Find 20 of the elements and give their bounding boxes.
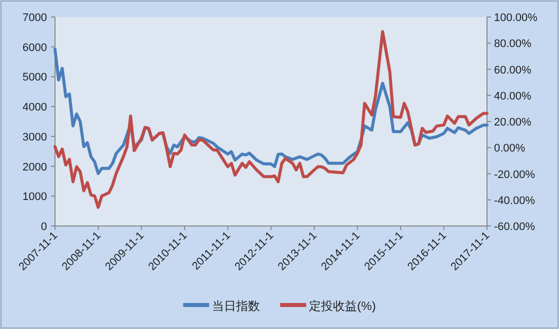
legend-label: 当日指数 <box>212 299 260 313</box>
y2-tick-label: -60.00% <box>494 221 536 233</box>
legend-label: 定投收益(%) <box>309 299 376 313</box>
y2-tick-label: 40.00% <box>494 90 532 102</box>
y-tick-label: 2000 <box>22 161 47 174</box>
y2-tick-label: -40.00% <box>494 194 536 207</box>
y2-tick-label: 0.00% <box>494 142 526 155</box>
y2-tick-label: 60.00% <box>494 64 532 76</box>
y-tick-label: 5000 <box>22 72 47 84</box>
y-tick-label: 1000 <box>22 191 47 204</box>
y-tick-label: 0 <box>40 221 47 233</box>
y2-tick-label: 20.00% <box>494 116 532 128</box>
y2-tick-label: 100.00% <box>494 12 538 24</box>
y-tick-label: 6000 <box>22 42 47 54</box>
y-tick-label: 3000 <box>22 131 47 144</box>
y2-tick-label: 80.00% <box>494 38 532 50</box>
y-tick-label: 7000 <box>22 12 47 24</box>
y2-tick-label: -20.00% <box>494 168 536 181</box>
y-tick-label: 4000 <box>22 102 47 114</box>
line-series <box>54 30 488 209</box>
